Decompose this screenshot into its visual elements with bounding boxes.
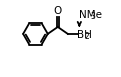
Text: NMe: NMe xyxy=(79,10,102,20)
Text: O: O xyxy=(54,6,62,16)
Text: 3: 3 xyxy=(91,12,96,21)
Text: 2: 2 xyxy=(84,32,89,41)
Text: BH: BH xyxy=(77,30,92,40)
